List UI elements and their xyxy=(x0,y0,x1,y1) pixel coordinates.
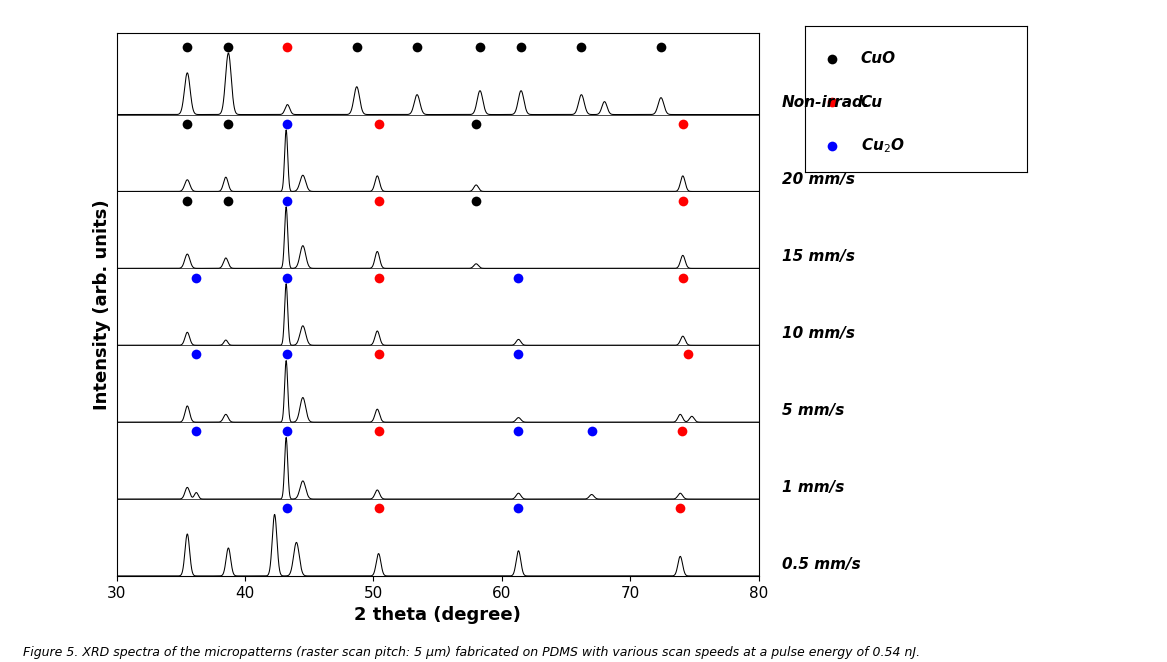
Text: Non-irrad.: Non-irrad. xyxy=(782,95,869,111)
Text: 10 mm/s: 10 mm/s xyxy=(782,326,855,341)
Text: 1 mm/s: 1 mm/s xyxy=(782,480,844,495)
X-axis label: 2 theta (degree): 2 theta (degree) xyxy=(355,606,520,624)
Text: 15 mm/s: 15 mm/s xyxy=(782,250,855,264)
Text: 20 mm/s: 20 mm/s xyxy=(782,172,855,187)
Text: 5 mm/s: 5 mm/s xyxy=(782,403,844,418)
Text: Cu: Cu xyxy=(860,95,882,110)
Y-axis label: Intensity (arb. units): Intensity (arb. units) xyxy=(93,199,111,410)
Text: Figure 5. XRD spectra of the micropatterns (raster scan pitch: 5 μm) fabricated : Figure 5. XRD spectra of the micropatter… xyxy=(23,645,921,659)
Text: 0.5 mm/s: 0.5 mm/s xyxy=(782,557,860,572)
Text: Cu$_2$O: Cu$_2$O xyxy=(860,136,904,156)
Text: CuO: CuO xyxy=(860,51,896,66)
